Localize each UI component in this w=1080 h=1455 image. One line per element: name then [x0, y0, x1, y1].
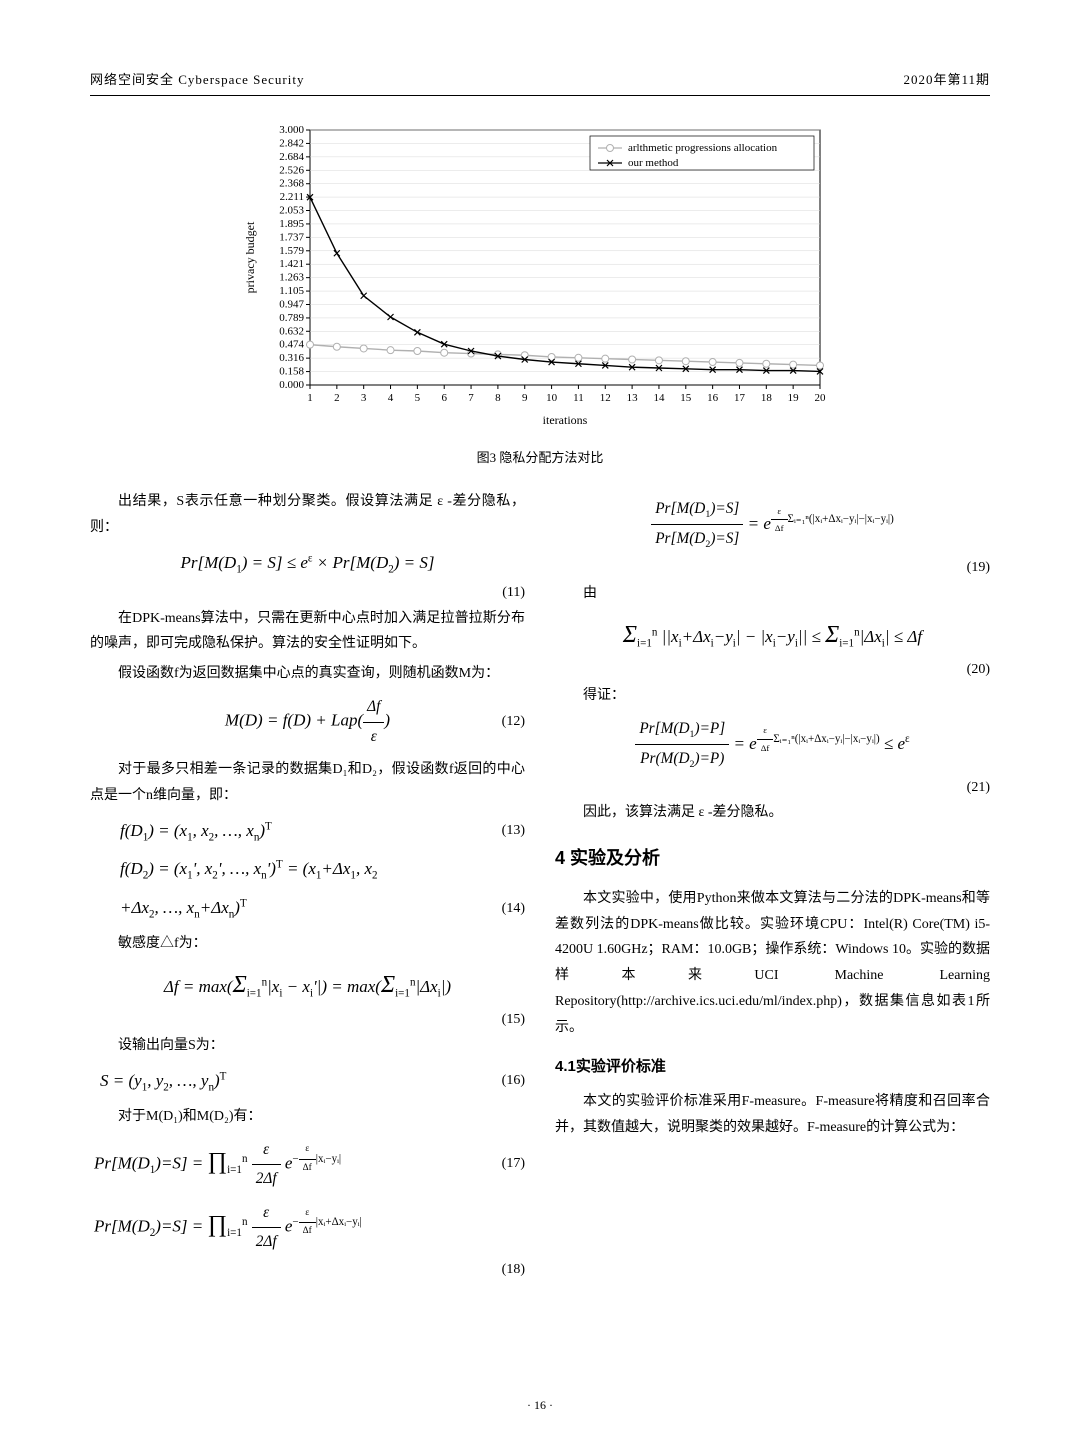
para: 敏感度△f为： — [90, 931, 525, 957]
svg-text:8: 8 — [495, 392, 501, 404]
subsection-heading-4-1: 4.1实验评价标准 — [555, 1053, 990, 1081]
para: 因此，该算法满足 ε -差分隐私。 — [555, 800, 990, 826]
equation-17: Pr[M(D1)=S] = ∏i=1n ε2Δf e−εΔf|xᵢ−yᵢ| (1… — [90, 1136, 525, 1194]
svg-text:12: 12 — [600, 392, 611, 404]
svg-text:1.105: 1.105 — [279, 285, 304, 297]
equation-13: f(D1) = (x1, x2, …, xn)T (13) — [90, 815, 525, 848]
section-heading-4: 4 实验及分析 — [555, 842, 990, 875]
svg-text:0.947: 0.947 — [279, 298, 304, 310]
para: 假设函数f为返回数据集中心点的真实查询，则随机函数M为： — [90, 661, 525, 687]
eqnum-20: (20) — [555, 663, 990, 677]
para: 本文的实验评价标准采用F-measure。F-measure将精度和召回率合并，… — [555, 1089, 990, 1141]
equation-21: Pr[M(D1)=P]Pr(M(D2)=P) = eεΔfΣᵢ₌₁ⁿ(|xᵢ+Δ… — [555, 715, 990, 775]
chart-caption: 图3 隐私分配方法对比 — [90, 448, 990, 469]
eqnum-15: (15) — [90, 1013, 525, 1027]
svg-text:4: 4 — [388, 392, 394, 404]
svg-text:6: 6 — [441, 392, 447, 404]
svg-text:iterations: iterations — [543, 413, 588, 427]
svg-text:2.526: 2.526 — [279, 164, 304, 176]
eqnum-19: (19) — [555, 561, 990, 575]
equation-18: Pr[M(D2)=S] = ∏i=1n ε2Δf e−εΔf|xᵢ+Δxᵢ−yᵢ… — [90, 1199, 525, 1257]
svg-text:0.474: 0.474 — [279, 339, 304, 351]
svg-text:0.632: 0.632 — [279, 325, 304, 337]
svg-text:13: 13 — [627, 392, 639, 404]
para: 由 — [555, 581, 990, 607]
svg-text:0.158: 0.158 — [279, 365, 304, 377]
svg-text:9: 9 — [522, 392, 528, 404]
equation-12: M(D) = f(D) + Lap(Δfε) (12) — [90, 693, 525, 751]
para: 本文实验中，使用Python来做本文算法与二分法的DPK-means和等差数列法… — [555, 886, 990, 1041]
svg-text:1.579: 1.579 — [279, 245, 304, 257]
para: 在DPK-means算法中，只需在更新中心点时加入满足拉普拉斯分布的噪声，即可完… — [90, 606, 525, 658]
right-column: Pr[M(D1)=S]Pr[M(D2)=S] = eεΔfΣᵢ₌₁ⁿ(|xᵢ+Δ… — [555, 489, 990, 1283]
svg-text:20: 20 — [815, 392, 827, 404]
equation-15: Δf = max(Σi=1n|xi − xi'|) = max(Σi=1n|Δx… — [90, 963, 525, 1007]
eqnum-21: (21) — [555, 780, 990, 794]
svg-text:0.000: 0.000 — [279, 379, 304, 391]
page: 网络空间安全 Cyberspace Security 2020年第11期 0.0… — [0, 0, 1080, 1455]
header-right: 2020年第11期 — [903, 70, 990, 91]
svg-text:11: 11 — [573, 392, 584, 404]
two-column-body: 出结果，S表示任意一种划分聚类。假设算法满足 ε -差分隐私，则： Pr[M(D… — [90, 489, 990, 1283]
svg-text:arlthmetic progressions alloca: arlthmetic progressions allocation — [628, 142, 778, 154]
para: 设输出向量S为： — [90, 1033, 525, 1059]
equation-11: Pr[M(D1) = S] ≤ eε × Pr[M(D2) = S] — [90, 547, 525, 580]
header-left: 网络空间安全 Cyberspace Security — [90, 70, 304, 91]
svg-text:2.053: 2.053 — [279, 204, 304, 216]
svg-text:16: 16 — [707, 392, 719, 404]
eqnum-11: (11) — [90, 586, 525, 600]
eqnum-18: (18) — [90, 1263, 525, 1277]
page-header: 网络空间安全 Cyberspace Security 2020年第11期 — [90, 70, 990, 96]
svg-text:0.316: 0.316 — [279, 352, 304, 364]
page-number: · 16 · — [0, 1396, 1080, 1415]
svg-text:0.789: 0.789 — [279, 312, 304, 324]
left-column: 出结果，S表示任意一种划分聚类。假设算法满足 ε -差分隐私，则： Pr[M(D… — [90, 489, 525, 1283]
svg-text:3.000: 3.000 — [279, 124, 304, 136]
svg-text:2.684: 2.684 — [279, 151, 304, 163]
para: 出结果，S表示任意一种划分聚类。假设算法满足 ε -差分隐私，则： — [90, 489, 525, 541]
svg-text:17: 17 — [734, 392, 746, 404]
svg-text:1: 1 — [307, 392, 313, 404]
equation-16: S = (y1, y2, …, yn)T (16) — [90, 1065, 525, 1098]
svg-text:2: 2 — [334, 392, 340, 404]
svg-text:14: 14 — [653, 392, 665, 404]
svg-text:1.737: 1.737 — [279, 231, 304, 243]
svg-text:15: 15 — [680, 392, 692, 404]
svg-text:10: 10 — [546, 392, 558, 404]
svg-text:our method: our method — [628, 157, 679, 169]
para: 对于最多只相差一条记录的数据集D₁和D₂，假设函数f返回的中心点是一个n维向量，… — [90, 757, 525, 809]
equation-19: Pr[M(D1)=S]Pr[M(D2)=S] = eεΔfΣᵢ₌₁ⁿ(|xᵢ+Δ… — [555, 495, 990, 555]
svg-text:1.263: 1.263 — [279, 271, 304, 283]
svg-text:18: 18 — [761, 392, 773, 404]
equation-14: f(D2) = (x1', x2', …, xn')T = (x1+Δx1, x… — [90, 853, 525, 886]
svg-text:19: 19 — [788, 392, 800, 404]
svg-text:1.421: 1.421 — [279, 258, 304, 270]
svg-text:2.211: 2.211 — [280, 191, 304, 203]
svg-text:5: 5 — [415, 392, 421, 404]
svg-text:7: 7 — [468, 392, 474, 404]
svg-text:1.895: 1.895 — [279, 218, 304, 230]
para: 得证： — [555, 683, 990, 709]
svg-text:2.368: 2.368 — [279, 178, 304, 190]
equation-20: Σi=1n ||xi+Δxi−yi| − |xi−yi|| ≤ Σi=1n|Δx… — [555, 613, 990, 657]
svg-text:3: 3 — [361, 392, 367, 404]
svg-text:2.842: 2.842 — [279, 137, 304, 149]
equation-14b: +Δx2, …, xn+Δxn)T (14) — [90, 892, 525, 925]
svg-text:privacy budget: privacy budget — [243, 221, 257, 293]
privacy-budget-chart: 0.000 0.1580.3160.474 0.6320.789 0.9471.105… — [240, 120, 840, 438]
para: 对于M(D₁)和M(D₂)有： — [90, 1104, 525, 1130]
